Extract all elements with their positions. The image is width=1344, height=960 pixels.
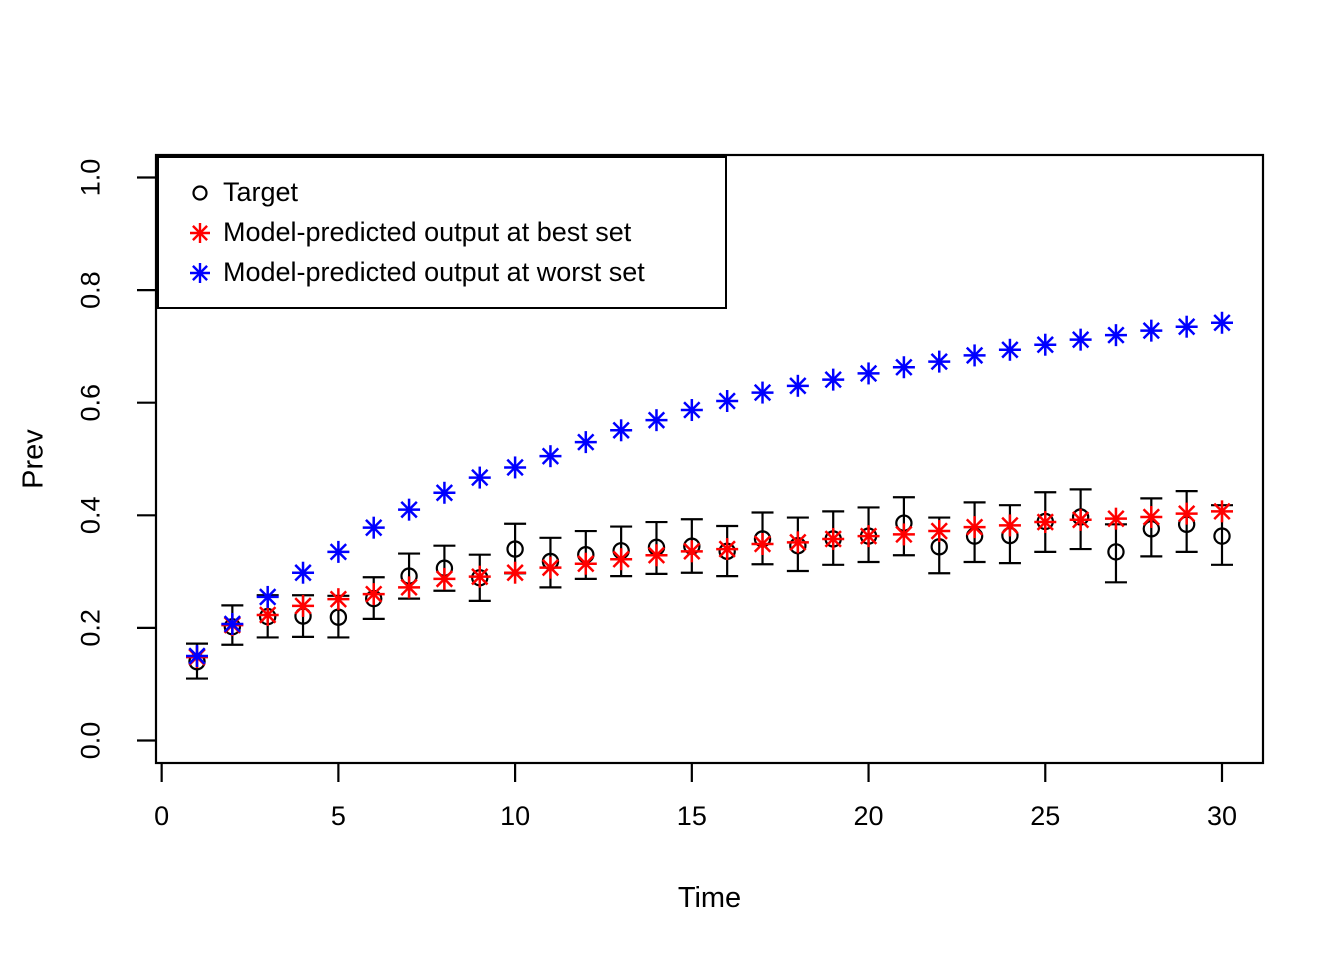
svg-text:0: 0 <box>154 801 169 831</box>
svg-text:5: 5 <box>331 801 346 831</box>
svg-text:20: 20 <box>854 801 884 831</box>
error-bars <box>186 488 1233 680</box>
svg-text:30: 30 <box>1207 801 1237 831</box>
legend-item-label: Target <box>223 177 299 207</box>
legend-item-target: Target <box>177 176 725 209</box>
target-circle-icon <box>177 180 223 206</box>
y-axis-ticks <box>137 176 155 742</box>
y-axis-title: Prev <box>17 429 50 489</box>
svg-text:15: 15 <box>677 801 707 831</box>
x-axis-ticks <box>160 764 1224 782</box>
series-worst-set <box>186 311 1233 668</box>
svg-text:10: 10 <box>500 801 530 831</box>
legend-item-worst-set: Model-predicted output at worst set <box>177 256 725 289</box>
legend-item-label: Model-predicted output at best set <box>223 217 632 247</box>
series-target <box>188 508 1231 671</box>
series-best-set <box>186 500 1233 669</box>
legend: Target Model-predicted output at best se… <box>157 156 727 309</box>
red-asterisk-icon <box>177 220 223 246</box>
svg-text:0.0: 0.0 <box>75 722 105 760</box>
svg-text:0.4: 0.4 <box>75 497 105 535</box>
blue-asterisk-icon <box>177 260 223 286</box>
svg-text:1.0: 1.0 <box>75 159 105 197</box>
x-tick-labels: 0 5 10 15 20 25 30 <box>154 801 1237 831</box>
x-axis-title: Time <box>677 882 742 914</box>
svg-text:0.8: 0.8 <box>75 271 105 309</box>
legend-item-best-set: Model-predicted output at best set <box>177 216 725 249</box>
y-tick-labels: 0.0 0.2 0.4 0.6 0.8 1.0 <box>75 159 105 760</box>
svg-text:0.6: 0.6 <box>75 384 105 422</box>
plot-box <box>154 153 1265 765</box>
svg-text:0.2: 0.2 <box>75 609 105 647</box>
svg-text:25: 25 <box>1030 801 1060 831</box>
legend-item-label: Model-predicted output at worst set <box>223 257 645 287</box>
